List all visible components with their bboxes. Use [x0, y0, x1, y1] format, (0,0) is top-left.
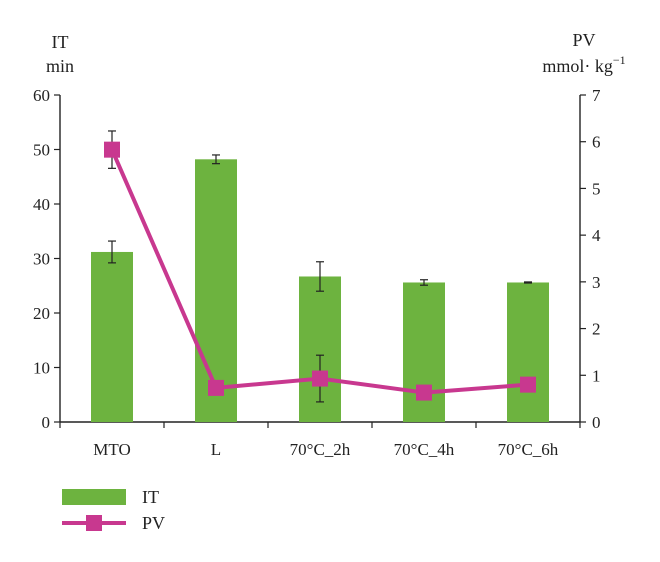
bar-it-1: [195, 159, 237, 422]
bar-it-0: [91, 251, 133, 422]
right-tick-label: 2: [592, 320, 601, 339]
marker-pv-0: [104, 141, 120, 158]
left-tick-label: 10: [33, 359, 50, 378]
left-axis-title-line2: min: [46, 56, 74, 76]
left-tick-label: 0: [42, 413, 51, 432]
right-tick-label: 1: [592, 366, 601, 385]
right-tick-label: 7: [592, 86, 601, 105]
left-tick-label: 30: [33, 250, 50, 269]
marker-pv-1: [208, 379, 224, 396]
bar-it-3: [403, 282, 445, 422]
marker-pv-3: [416, 384, 432, 401]
marker-pv-2: [312, 370, 328, 387]
right-tick-label: 5: [592, 179, 601, 198]
legend-marker-pv: [86, 515, 102, 531]
right-tick-label: 4: [592, 226, 601, 245]
right-tick-label: 6: [592, 133, 601, 152]
left-axis-title-line1: IT: [52, 32, 69, 52]
left-tick-label: 20: [33, 304, 50, 323]
x-category-label: 70°C_4h: [394, 440, 455, 459]
right-tick-label: 3: [592, 273, 601, 292]
x-category-label: MTO: [93, 440, 130, 459]
x-category-label: L: [211, 440, 221, 459]
bar-it-4: [507, 282, 549, 422]
right-tick-label: 0: [592, 413, 601, 432]
left-tick-label: 50: [33, 141, 50, 160]
right-axis-title-line2: mmol· kg−1: [542, 53, 625, 76]
marker-pv-4: [520, 376, 536, 393]
x-category-label: 70°C_2h: [290, 440, 351, 459]
left-tick-label: 60: [33, 86, 50, 105]
legend-label-it: IT: [142, 487, 159, 507]
legend-swatch-it: [62, 489, 126, 505]
right-axis-title-line1: PV: [572, 30, 595, 50]
x-category-label: 70°C_6h: [498, 440, 559, 459]
left-tick-label: 40: [33, 195, 50, 214]
legend-label-pv: PV: [142, 513, 165, 533]
